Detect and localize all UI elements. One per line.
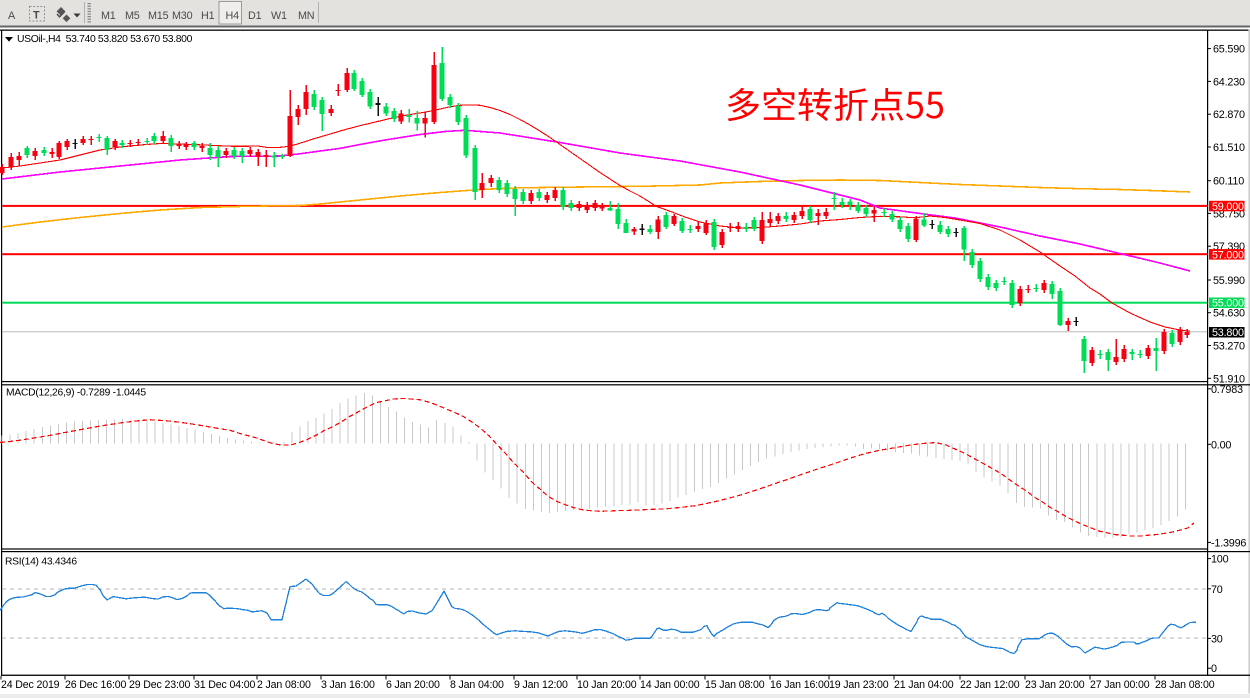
svg-text:30: 30	[1211, 633, 1223, 645]
svg-text:M15: M15	[148, 10, 169, 22]
svg-text:8 Jan 04:00: 8 Jan 04:00	[450, 679, 504, 691]
svg-text:A: A	[8, 10, 16, 22]
svg-text:MACD(12,26,9) -0.7289 -1.0445: MACD(12,26,9) -0.7289 -1.0445	[6, 388, 146, 399]
svg-text:19 Jan 23:00: 19 Jan 23:00	[829, 679, 889, 691]
svg-text:26 Dec 16:00: 26 Dec 16:00	[65, 679, 126, 691]
svg-text:31 Dec 04:00: 31 Dec 04:00	[194, 679, 255, 691]
svg-text:0.7983: 0.7983	[1211, 384, 1243, 396]
svg-text:53.270: 53.270	[1213, 341, 1245, 353]
svg-text:H4: H4	[226, 10, 240, 22]
svg-text:T: T	[33, 10, 40, 22]
svg-text:70: 70	[1211, 584, 1223, 596]
svg-text:16 Jan 16:00: 16 Jan 16:00	[770, 679, 830, 691]
svg-text:2 Jan 08:00: 2 Jan 08:00	[257, 679, 311, 691]
svg-text:W1: W1	[271, 10, 287, 22]
svg-text:62.870: 62.870	[1213, 109, 1245, 121]
svg-text:57.000: 57.000	[1212, 249, 1244, 261]
svg-text:0.00: 0.00	[1211, 439, 1231, 451]
svg-text:29 Dec 23:00: 29 Dec 23:00	[129, 679, 190, 691]
svg-text:60.110: 60.110	[1213, 176, 1244, 188]
svg-text:53.800: 53.800	[1212, 327, 1244, 339]
svg-text:65.590: 65.590	[1213, 44, 1245, 56]
svg-text:21 Jan 04:00: 21 Jan 04:00	[894, 679, 954, 691]
svg-text:14 Jan 00:00: 14 Jan 00:00	[640, 679, 700, 691]
svg-text:15 Jan 08:00: 15 Jan 08:00	[705, 679, 765, 691]
svg-text:9 Jan 12:00: 9 Jan 12:00	[514, 679, 568, 691]
svg-text:54.630: 54.630	[1213, 308, 1245, 320]
svg-text:61.510: 61.510	[1213, 142, 1245, 154]
svg-text:0: 0	[1211, 663, 1217, 675]
svg-text:6 Jan 20:00: 6 Jan 20:00	[386, 679, 440, 691]
svg-text:23 Jan 20:00: 23 Jan 20:00	[1025, 679, 1085, 691]
svg-text:64.230: 64.230	[1213, 76, 1245, 88]
svg-text:H1: H1	[201, 10, 215, 22]
svg-text:M1: M1	[101, 10, 116, 22]
svg-text:27 Jan 00:00: 27 Jan 00:00	[1090, 679, 1150, 691]
svg-text:51.910: 51.910	[1213, 373, 1245, 385]
svg-text:USOil-,H4 53.740 53.820 53.67: USOil-,H4 53.740 53.820 53.670 53.800	[17, 34, 193, 45]
svg-text:100: 100	[1211, 554, 1229, 566]
svg-text:24 Dec 2019: 24 Dec 2019	[1, 679, 60, 691]
svg-text:28 Jan 08:00: 28 Jan 08:00	[1155, 679, 1215, 691]
svg-text:3 Jan 16:00: 3 Jan 16:00	[321, 679, 375, 691]
svg-text:D1: D1	[248, 10, 262, 22]
svg-text:22 Jan 12:00: 22 Jan 12:00	[960, 679, 1020, 691]
svg-text:10 Jan 20:00: 10 Jan 20:00	[577, 679, 637, 691]
svg-text:MN: MN	[298, 10, 314, 22]
svg-text:58.750: 58.750	[1213, 208, 1245, 220]
svg-text:-1.3996: -1.3996	[1211, 537, 1246, 549]
svg-text:RSI(14) 43.4346: RSI(14) 43.4346	[5, 557, 77, 568]
svg-text:59.000: 59.000	[1212, 201, 1244, 213]
svg-text:M30: M30	[172, 10, 193, 22]
svg-text:55.990: 55.990	[1213, 275, 1245, 287]
svg-text:55.000: 55.000	[1212, 298, 1244, 310]
svg-text:M5: M5	[125, 10, 140, 22]
